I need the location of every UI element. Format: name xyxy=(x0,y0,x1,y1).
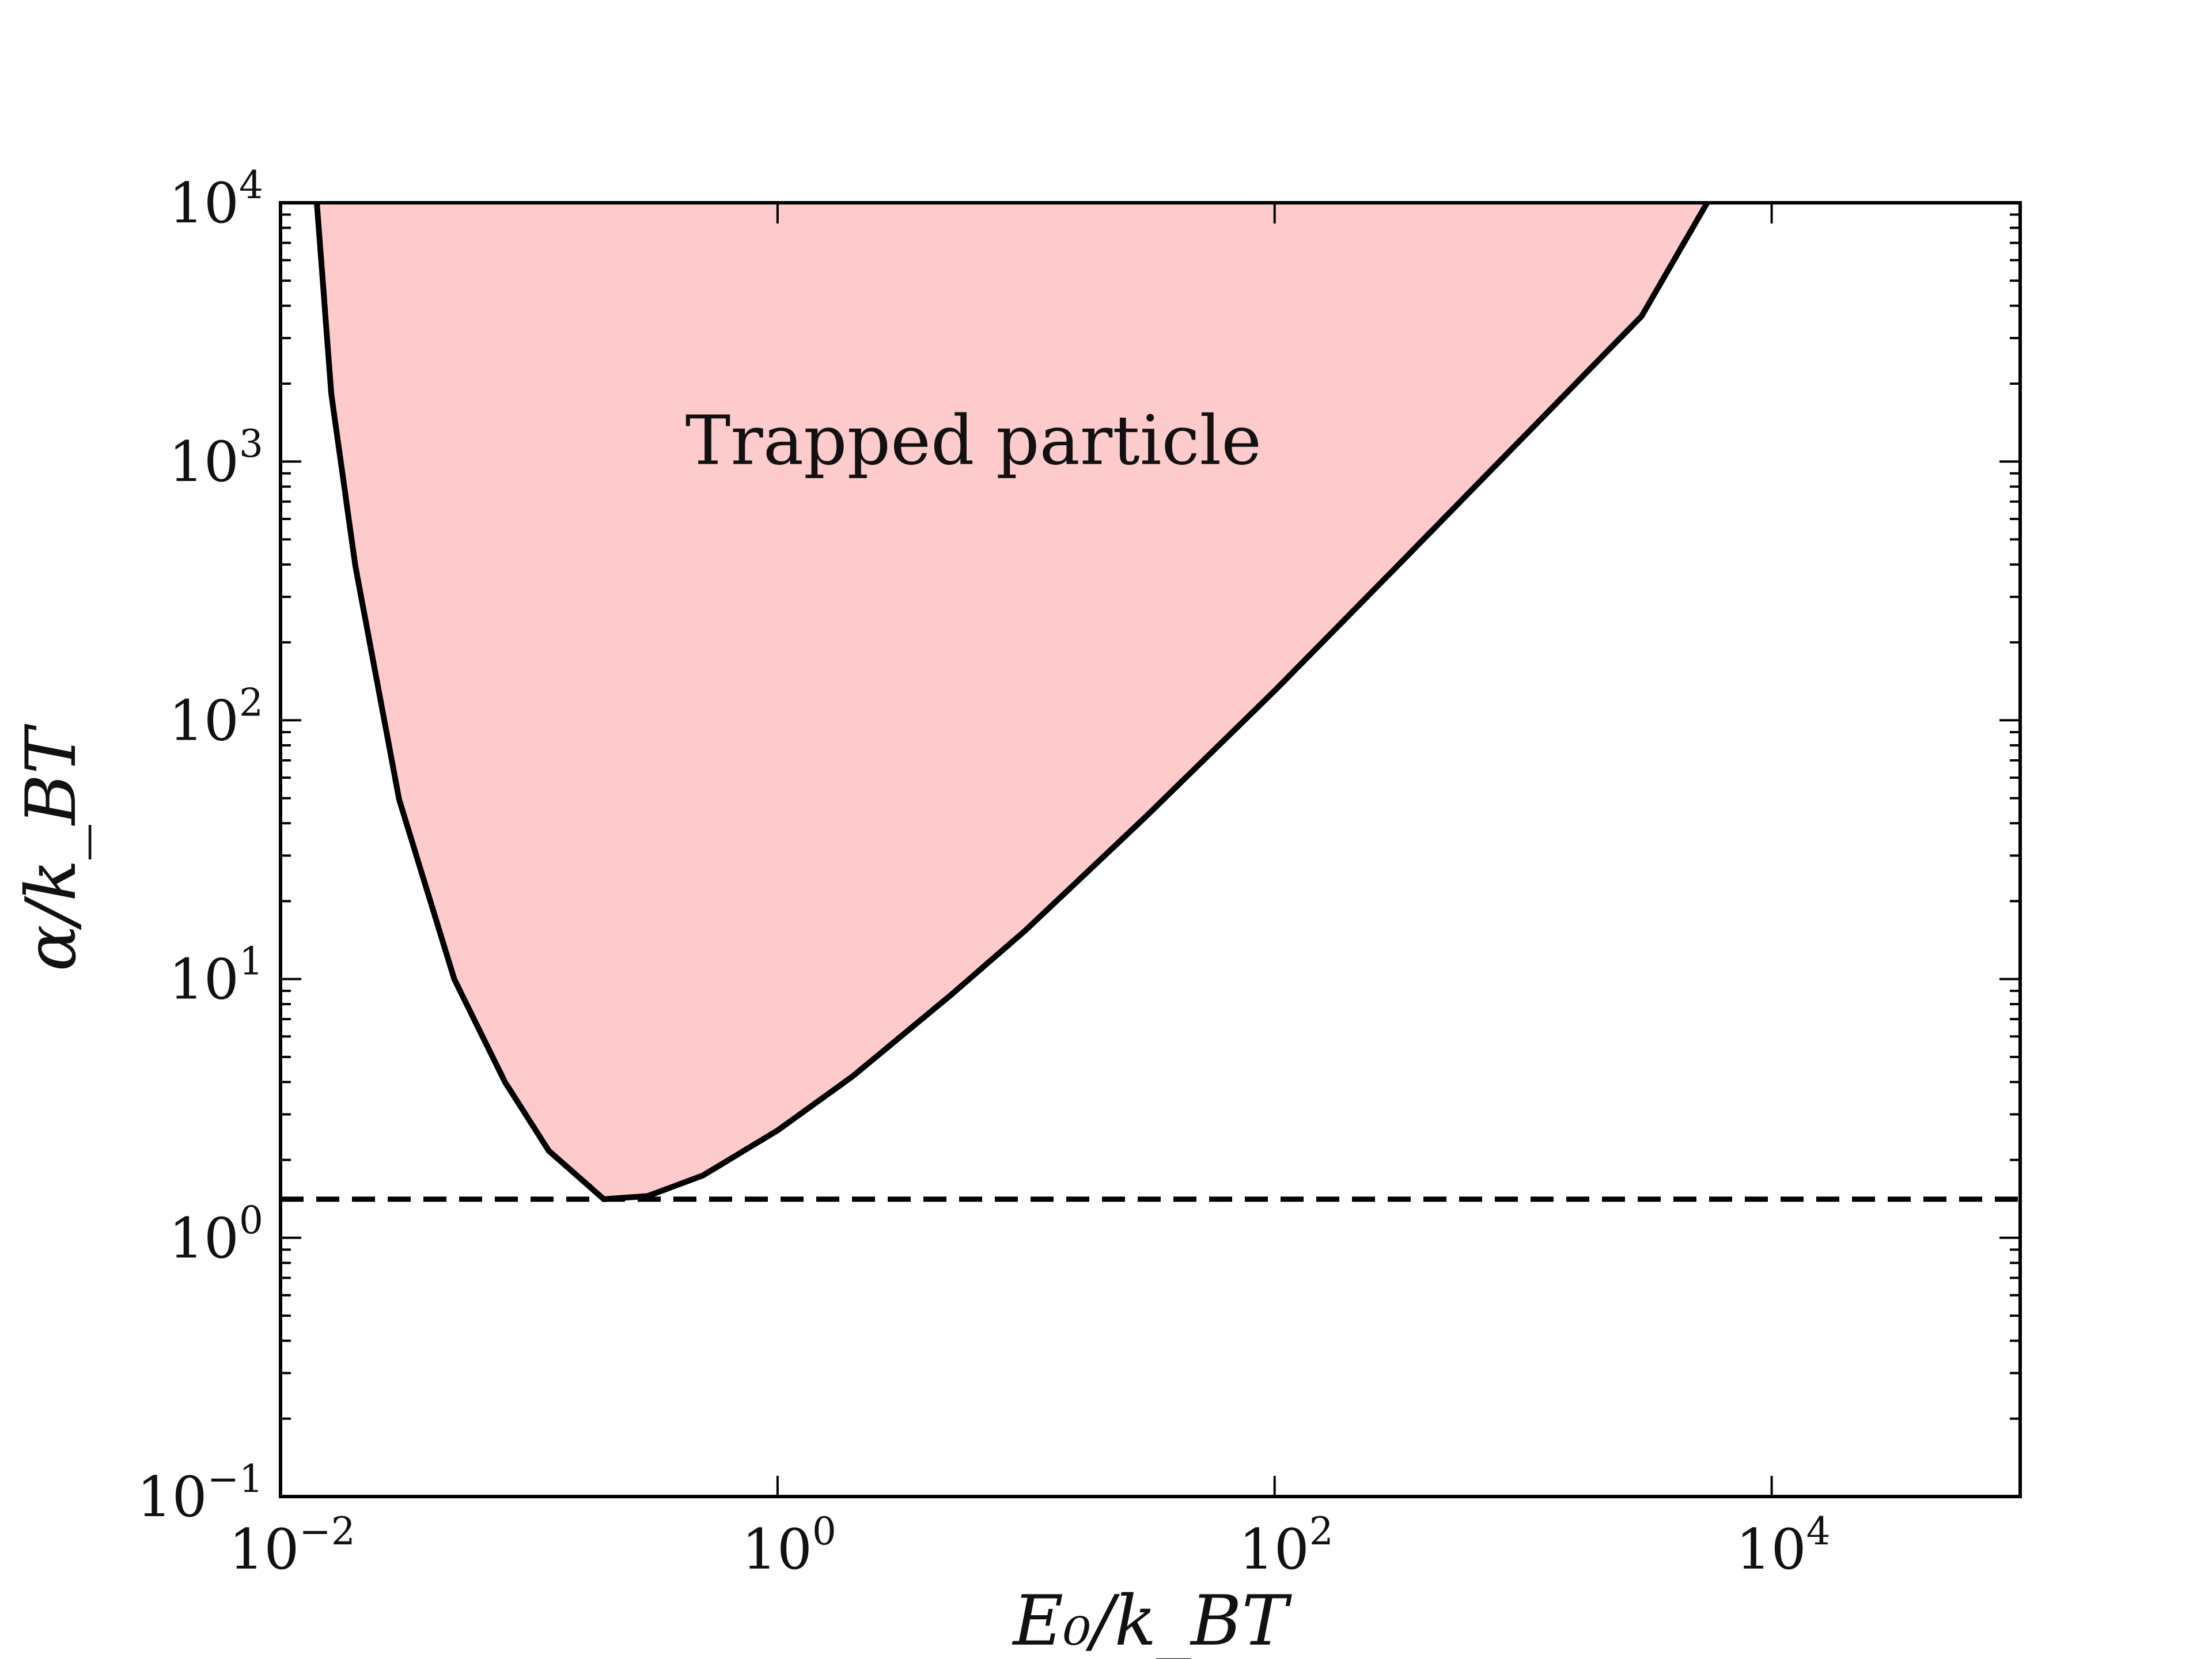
plot-area xyxy=(281,201,2020,1202)
y-tick-label: 103 xyxy=(169,422,263,494)
x-tick-label: 104 xyxy=(1736,1509,1830,1582)
trapped-particle-annotation: Trapped particle xyxy=(685,401,1262,480)
y-axis-label: α/k_BT xyxy=(12,724,92,971)
boundary-curve xyxy=(314,201,1710,1202)
x-tick-label: 10−2 xyxy=(229,1509,355,1582)
x-tick-label: 100 xyxy=(742,1509,836,1582)
x-axis-label: E₀/k_BT xyxy=(1012,1581,1292,1659)
y-tick-label: 104 xyxy=(169,163,263,236)
y-tick-label: 100 xyxy=(169,1198,263,1271)
y-tick-labels: 10−1 100 101 102 103 104 xyxy=(137,163,263,1529)
y-tick-label: 10−1 xyxy=(137,1457,263,1529)
trapped-region-fill xyxy=(317,203,1707,1199)
y-tick-label: 101 xyxy=(169,940,263,1012)
x-tick-labels: 10−2 100 102 104 xyxy=(229,1509,1830,1582)
plot-frame xyxy=(279,201,2022,1498)
x-tick-label: 102 xyxy=(1239,1509,1334,1582)
y-tick-label: 102 xyxy=(169,680,263,753)
